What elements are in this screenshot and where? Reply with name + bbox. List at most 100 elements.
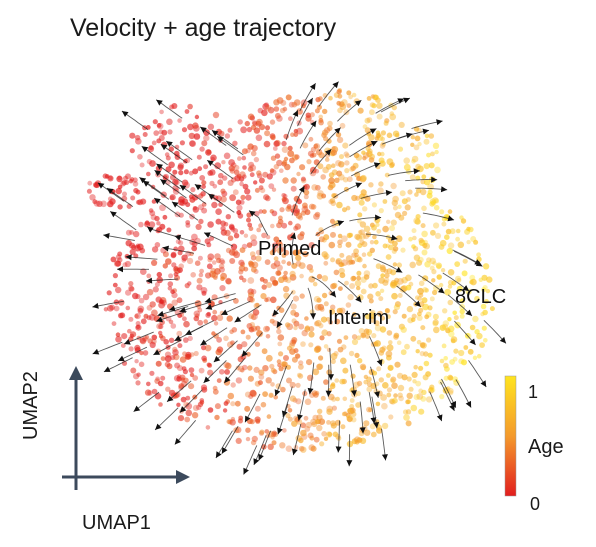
velocity-arrowhead	[276, 321, 283, 328]
cell-point	[476, 353, 482, 359]
cell-point	[165, 155, 171, 161]
velocity-arrowhead	[156, 163, 163, 170]
cell-point	[329, 383, 336, 390]
cell-point	[271, 440, 277, 446]
cell-point	[192, 168, 199, 175]
cell-point	[124, 260, 131, 268]
cell-point	[159, 109, 164, 115]
cell-point	[469, 324, 476, 331]
velocity-arrowhead	[221, 309, 228, 315]
cell-point	[278, 351, 284, 357]
cell-point	[474, 295, 480, 302]
cell-point	[310, 445, 317, 452]
cell-point	[304, 426, 311, 432]
cell-point	[236, 173, 242, 179]
cell-point	[288, 220, 293, 226]
cell-point	[151, 199, 157, 204]
cell-point	[266, 282, 273, 288]
cell-point	[349, 283, 356, 289]
cell-point	[296, 372, 302, 378]
cell-point	[281, 193, 287, 198]
cell-point	[340, 424, 346, 430]
cell-point	[330, 218, 335, 224]
cell-point	[355, 390, 361, 397]
cell-point	[280, 361, 287, 367]
cell-point	[356, 270, 362, 276]
cell-point	[383, 277, 390, 283]
cell-point	[237, 213, 244, 219]
cell-point	[220, 259, 226, 265]
cell-point	[434, 149, 439, 155]
cell-point	[246, 217, 251, 223]
cluster-label-8clc: 8CLC	[455, 286, 507, 308]
cell-point	[368, 283, 374, 289]
cell-point	[338, 101, 345, 107]
cell-point	[129, 248, 136, 255]
cell-point	[472, 315, 479, 323]
cell-point	[177, 164, 184, 171]
cell-point	[190, 272, 196, 278]
cell-point	[240, 194, 246, 200]
cell-point	[273, 140, 280, 147]
cell-point	[282, 193, 288, 199]
cell-point	[188, 132, 195, 140]
cell-point	[347, 293, 354, 301]
cell-point	[360, 189, 367, 196]
cell-point	[128, 281, 134, 287]
cell-point	[205, 312, 211, 318]
cell-point	[212, 388, 219, 395]
cell-point	[306, 359, 313, 366]
cell-point	[403, 157, 411, 164]
cell-point	[255, 255, 262, 262]
cell-point	[300, 429, 307, 437]
cell-point	[356, 335, 362, 341]
cell-point	[171, 103, 178, 109]
cell-point	[103, 307, 109, 312]
cell-point	[340, 262, 345, 267]
cell-point	[434, 232, 442, 239]
cell-point	[399, 190, 406, 197]
cell-point	[282, 159, 288, 165]
cell-point	[318, 152, 325, 159]
cell-point	[242, 174, 247, 179]
cell-point	[201, 355, 207, 362]
cell-point	[323, 436, 329, 441]
cell-point	[374, 340, 382, 347]
cell-point	[410, 335, 417, 342]
cell-point	[369, 240, 375, 245]
cell-point	[362, 263, 367, 269]
velocity-arrowhead	[376, 359, 383, 366]
cell-point	[255, 249, 262, 256]
cell-point	[256, 227, 262, 233]
cell-point	[138, 221, 144, 228]
cell-point	[276, 328, 282, 335]
cell-point	[344, 280, 349, 286]
cell-point	[414, 135, 421, 142]
velocity-arrowhead	[241, 350, 248, 357]
cell-point	[154, 282, 160, 287]
velocity-arrowhead	[153, 349, 160, 355]
cell-point	[441, 221, 447, 227]
cell-point	[222, 175, 228, 181]
cell-point	[177, 199, 185, 206]
cell-point	[476, 332, 483, 340]
cell-point	[138, 361, 145, 368]
cell-point	[382, 243, 388, 249]
cell-point	[233, 164, 240, 171]
cell-point	[453, 379, 460, 386]
cell-point	[424, 314, 430, 320]
cell-point	[272, 146, 278, 151]
cell-point	[185, 202, 191, 208]
cell-point	[308, 326, 315, 332]
cell-point	[442, 308, 448, 314]
cell-point	[300, 176, 306, 182]
cell-point	[236, 343, 243, 350]
cell-point	[337, 239, 343, 245]
cell-point	[249, 172, 255, 178]
cell-point	[181, 366, 187, 371]
cell-point	[481, 287, 487, 293]
velocity-arrowhead	[245, 415, 251, 423]
cell-point	[390, 182, 397, 190]
cell-point	[214, 253, 221, 260]
cell-point	[291, 262, 298, 269]
